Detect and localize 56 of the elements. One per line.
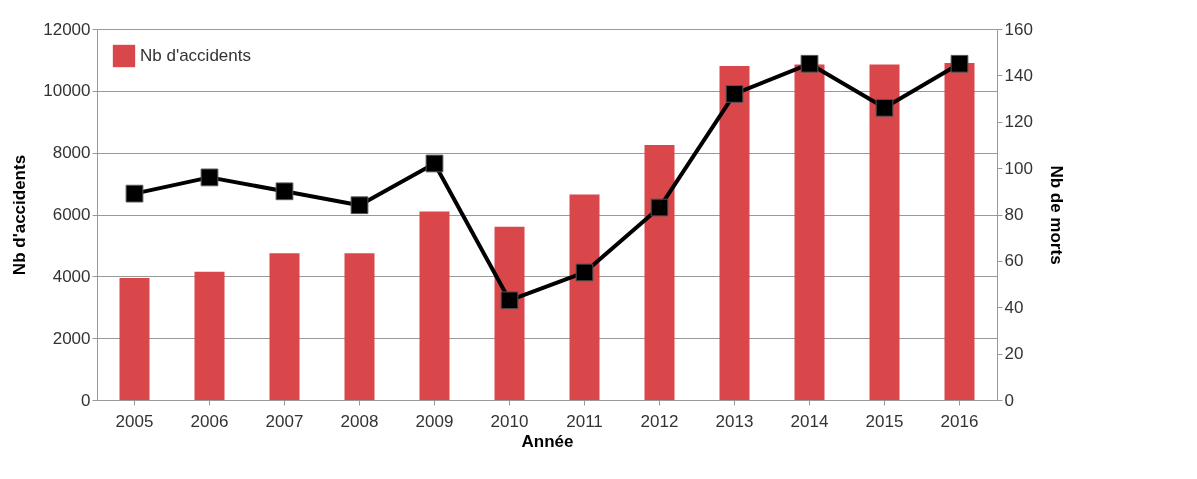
point [125,184,144,203]
y2-axis-title: Nb de morts [1046,165,1066,265]
x-tick-label: 2010 [490,411,529,431]
y2-tick-label: 80 [1004,205,1024,224]
y2-tick-label: 0 [1004,390,1014,410]
bar [719,66,750,400]
bar [644,144,675,400]
point [500,291,519,310]
x-tick-label: 2016 [940,411,979,431]
y-tick-label: 12000 [43,19,91,39]
legend-label: Nb d'accidents [140,46,251,65]
point [350,196,369,215]
point [275,182,294,201]
point [875,98,894,117]
y-tick-label: 6000 [52,205,91,224]
y-tick-label: 10000 [43,81,91,101]
bar [944,63,975,400]
bar [419,211,450,400]
x-axis-title: Année [521,431,574,451]
x-tick-label: 2013 [715,411,754,431]
bar [269,253,300,400]
x-tick-label: 2007 [265,411,304,431]
point [725,85,744,103]
bar [569,194,600,400]
bar [194,271,225,400]
x-tick-label: 2008 [340,411,379,431]
y2-tick-label: 60 [1004,251,1024,271]
point [950,54,969,73]
x-tick-label: 2005 [115,411,154,431]
bar [119,277,150,400]
x-tick-label: 2012 [640,411,679,431]
y-tick-label: 4000 [52,266,91,286]
point [425,154,444,173]
x-tick-label: 2009 [415,411,454,431]
bar [794,64,825,400]
y-tick-label: 8000 [52,143,91,163]
x-tick-label: 2014 [790,411,829,431]
x-tick-label: 2015 [865,411,904,431]
y2-tick-label: 100 [1004,158,1033,178]
point [575,263,594,282]
bar [869,64,900,400]
point [200,168,219,187]
point [800,54,819,73]
bar [494,226,525,400]
x-tick-label: 2011 [566,411,603,431]
y-tick-label: 0 [81,390,91,410]
y2-tick-label: 20 [1004,344,1024,364]
y-tick-label: 2000 [52,328,91,348]
y2-tick-label: 160 [1004,19,1033,39]
y2-tick-label: 40 [1004,297,1024,317]
y-axis-title: Nb d'accidents [10,154,30,276]
y2-tick-label: 120 [1004,112,1033,132]
point [650,198,669,217]
bar [344,253,375,400]
x-tick-label: 2006 [190,411,229,431]
y2-tick-label: 140 [1004,65,1033,85]
